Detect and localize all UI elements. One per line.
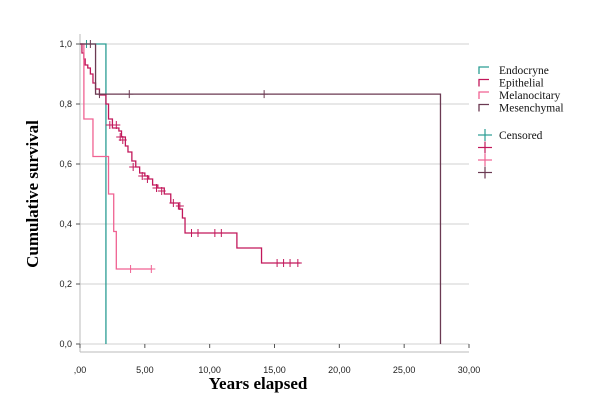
legend-label: Melanocitary [499,90,561,102]
x-tick-label: 20,00 [328,365,351,375]
series-mesenchymal [80,40,442,344]
y-tick-label: 0,0 [59,339,72,349]
legend-label: Mesenchymal [499,103,564,115]
y-tick-label: 0,6 [59,159,72,169]
y-tick-label: 1,0 [59,39,72,49]
series-line [80,43,152,270]
legend-swatch [478,66,489,74]
axes: 0,0 0,2 0,4 0,6 0,8 1,0 ,00 5,00 10,00 15,00 20,00… [59,39,480,375]
x-tick-label: 15,00 [263,365,286,375]
legend-swatch [478,103,489,112]
legend-swatch [478,78,489,87]
series-melanocitary [80,43,156,273]
x-tick-label: 30,00 [458,365,481,375]
series-epithelial [80,43,302,267]
series-line [80,43,301,264]
y-tick-label: 0,8 [59,99,72,109]
x-tick-label: 10,00 [198,365,221,375]
legend-swatch [478,91,489,99]
legend-label: Endocryne [499,65,549,77]
x-tick-label: 25,00 [393,365,416,375]
y-axis-title: Cumulative survival [23,120,42,268]
plot-frame [79,34,469,353]
legend: EndocryneEpithelialMelanocitaryMesenchym… [478,65,564,179]
x-axis-title: Years elapsed [209,374,308,393]
y-tick-label: 0,4 [59,219,72,229]
legend-label: Epithelial [499,78,544,90]
y-tick-label: 0,2 [59,279,72,289]
series-layer [80,40,442,344]
x-tick-label: ,00 [74,365,87,375]
legend-censored-label: Censored [499,130,543,142]
x-tick-label: 5,00 [136,365,154,375]
